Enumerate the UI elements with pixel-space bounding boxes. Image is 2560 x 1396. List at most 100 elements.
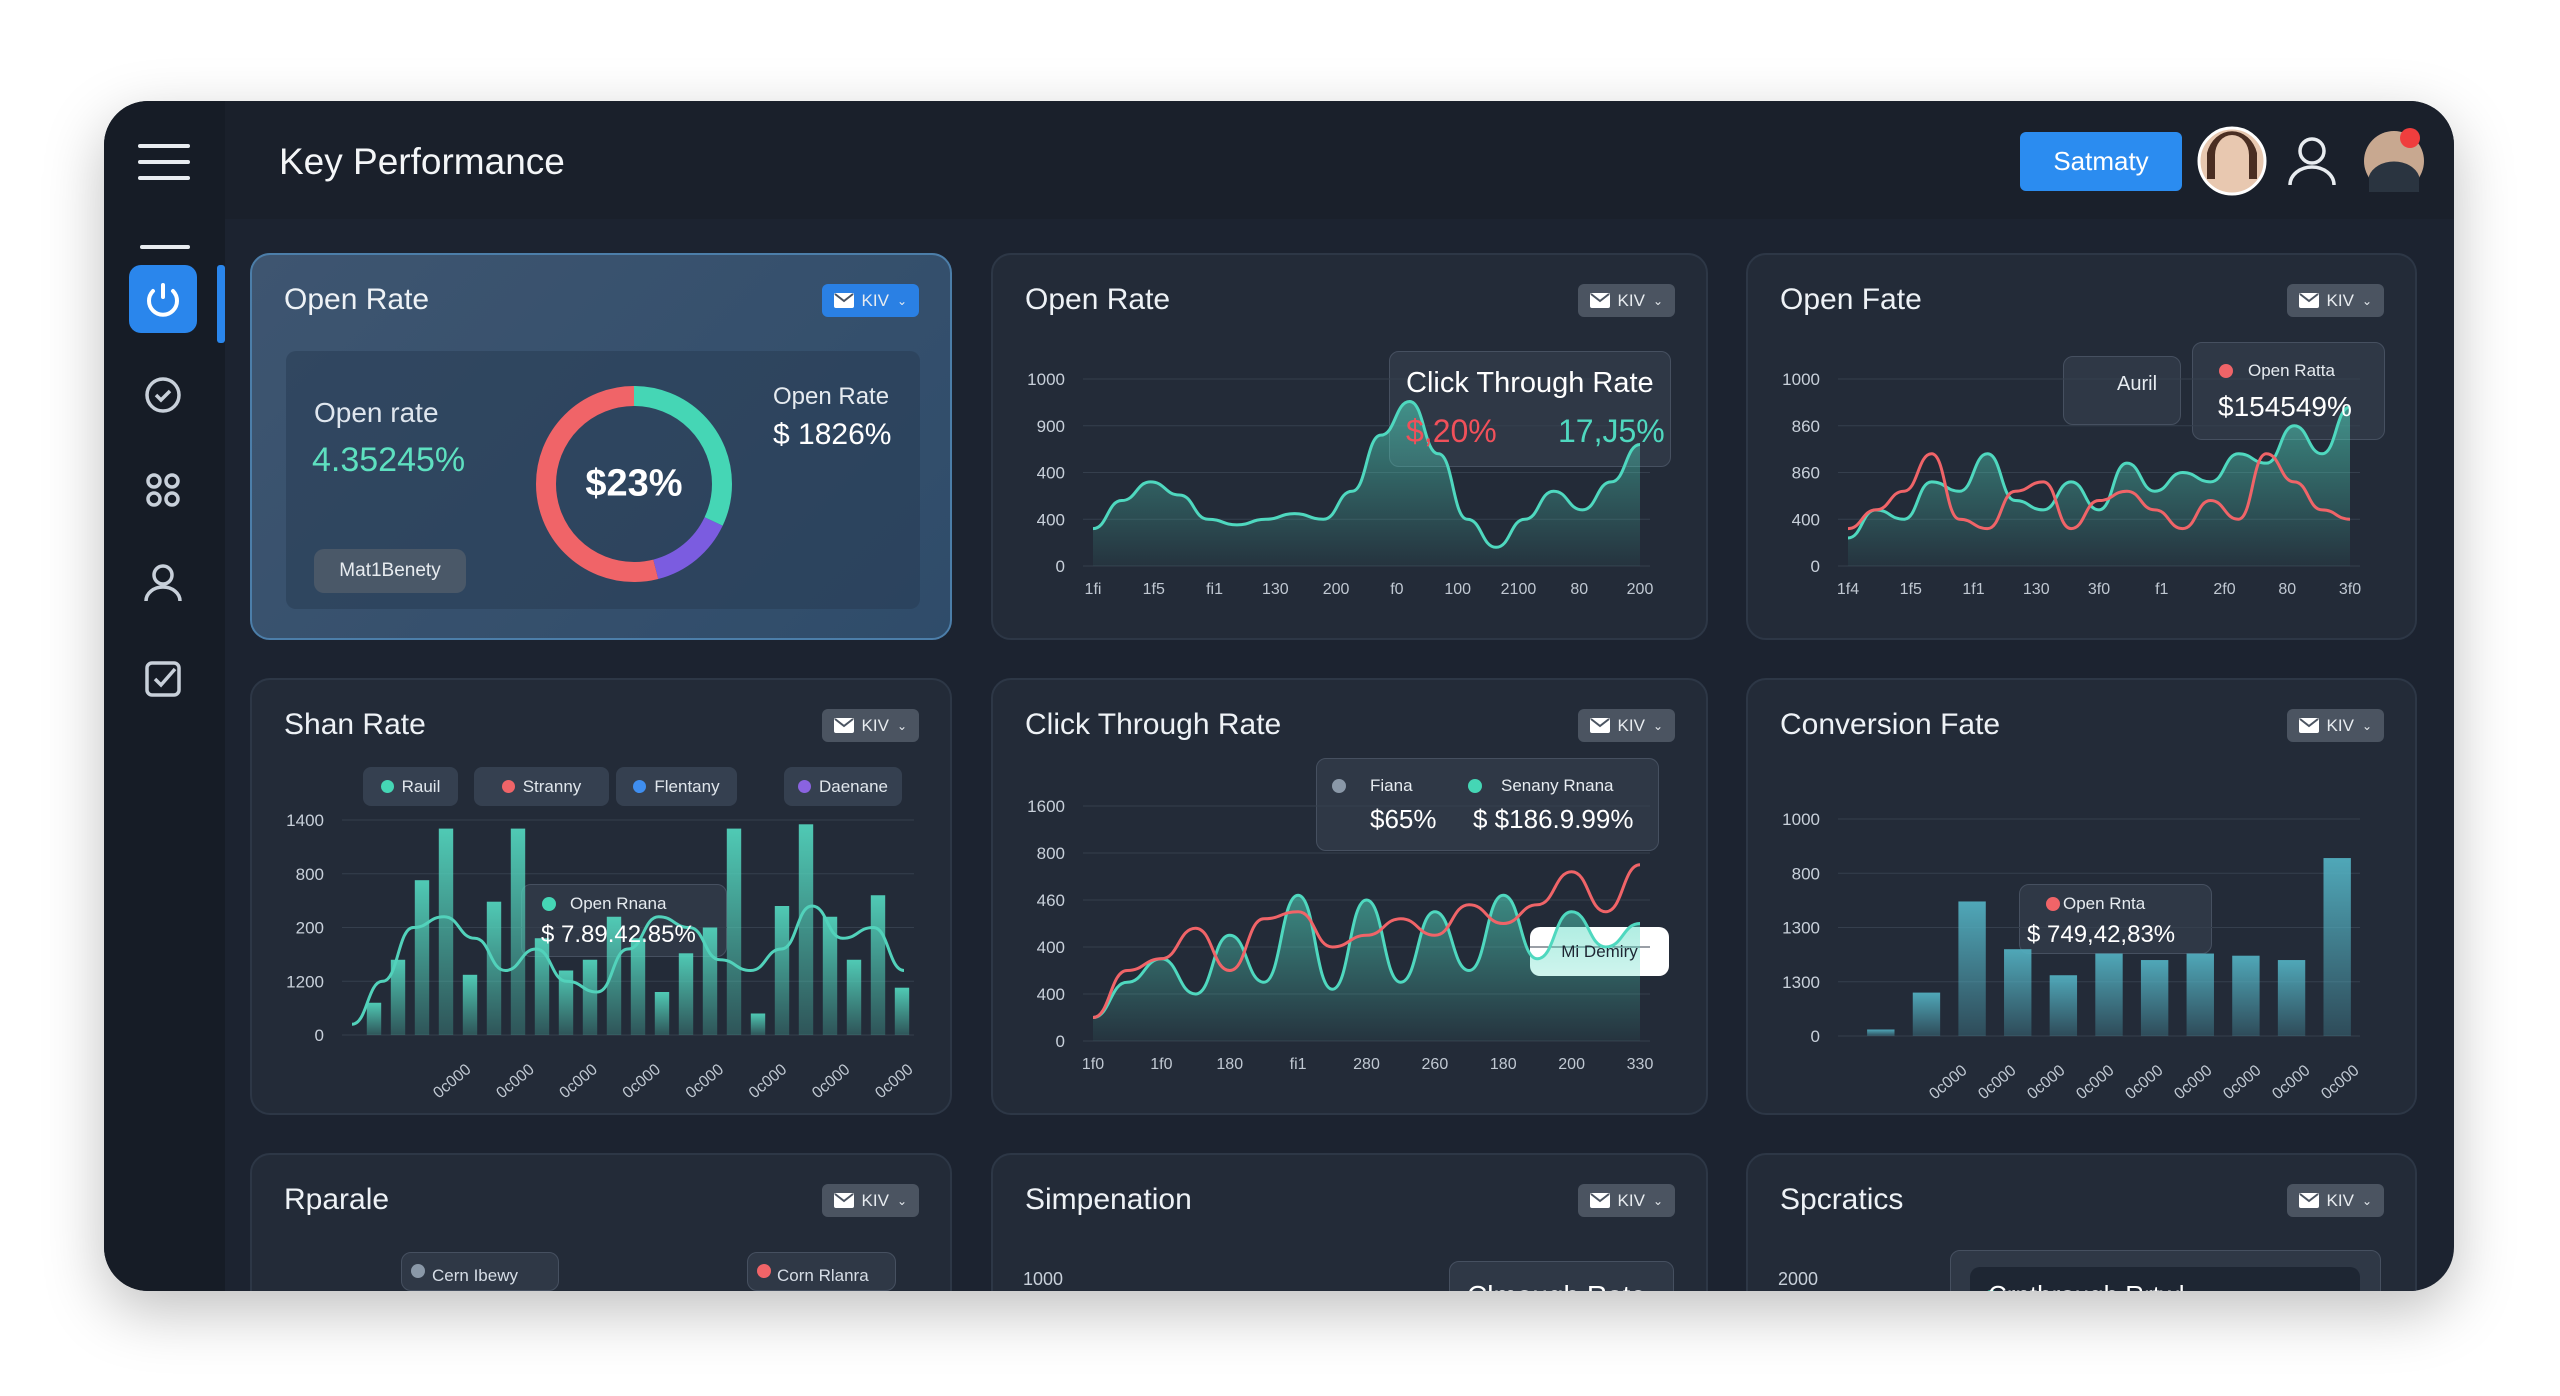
x-tick-label: 100 — [1444, 581, 1471, 598]
tooltip-box — [2192, 342, 2385, 440]
x-tick-label: fi1 — [1206, 581, 1223, 598]
icon-shape — [1589, 1193, 1610, 1203]
card-title: Shan Rate — [284, 708, 426, 741]
bar — [2277, 960, 2306, 1036]
mail-icon — [833, 718, 854, 733]
badge[interactable]: KIV ⌄ — [2286, 284, 2384, 317]
note: 2000 — [1778, 1269, 1819, 1289]
chevron: ⌄ — [1652, 1193, 1663, 1208]
x-tick-label: 260 — [1422, 1056, 1449, 1073]
x-tick-label: 2f0 — [2213, 581, 2235, 598]
y-tick-label: 1300 — [1782, 919, 1820, 938]
x-tick-label: 130 — [1262, 581, 1289, 598]
badge-label: KIV — [861, 715, 889, 735]
legend-item: Flentany — [616, 767, 737, 806]
nav-chat[interactable] — [145, 377, 181, 413]
badge-label: KIV — [2326, 290, 2354, 310]
legend-label: Flentany — [654, 776, 720, 796]
page-title: Key Performance — [279, 141, 565, 182]
card: Simpenation KIV ⌄ 1000 Clmough Rate — [991, 1153, 1708, 1291]
nav-tasks[interactable] — [145, 661, 181, 697]
bar — [630, 938, 646, 1035]
bar — [582, 959, 598, 1035]
bar — [870, 895, 886, 1035]
bar — [702, 927, 718, 1035]
badge[interactable]: KIV ⌄ — [821, 709, 919, 742]
x-tick-label: 2100 — [1501, 581, 1537, 598]
x-tick-label: 0c000 — [872, 1061, 916, 1102]
badge[interactable]: KIV ⌄ — [2286, 709, 2384, 742]
dot — [411, 1264, 425, 1278]
card-title: Conversion Fate — [1780, 708, 2001, 741]
legend-label: Rauil — [401, 776, 441, 796]
x-tick-label: 0c000 — [1926, 1062, 1970, 1103]
badge[interactable]: KIV ⌄ — [2286, 1184, 2384, 1217]
mail-icon — [833, 1193, 854, 1208]
legend-item: Rauil — [363, 767, 458, 806]
sidebar — [104, 101, 225, 1291]
area — [1093, 895, 1640, 1041]
icon-shape — [2298, 1193, 2319, 1203]
bar — [654, 992, 670, 1035]
x-tick-label: 180 — [1490, 1056, 1517, 1073]
badge-label: KIV — [861, 290, 889, 310]
badge[interactable]: KIV ⌄ — [1577, 1184, 1675, 1217]
note: Click Through Rate — [1406, 367, 1654, 399]
badge[interactable]: KIV ⌄ — [1577, 284, 1675, 317]
mail-icon — [2298, 1193, 2319, 1208]
y-tick-label: 400 — [1037, 938, 1065, 957]
bar — [2140, 960, 2169, 1036]
note: Mi Demiry — [1561, 941, 1638, 961]
chevron: ⌄ — [2361, 718, 2372, 733]
y-tick-label: 1200 — [286, 972, 324, 991]
x-tick-label: 200 — [1627, 581, 1654, 598]
note: Open Rate — [773, 383, 890, 410]
bar — [894, 987, 910, 1035]
y-tick-label: 1000 — [1782, 370, 1820, 389]
note: $ $186.9.99% — [1473, 804, 1634, 834]
x-tick-label: 0c000 — [2220, 1062, 2264, 1103]
area — [1848, 407, 2350, 566]
badge[interactable]: KIV ⌄ — [821, 1184, 919, 1217]
bar — [2095, 953, 2123, 1036]
dot — [1984, 1290, 1998, 1291]
menu-icon[interactable] — [104, 101, 225, 221]
icon-shape — [2298, 293, 2319, 303]
header-button[interactable]: Satmaty — [2020, 132, 2182, 191]
bar — [1958, 901, 1986, 1036]
x-tick-label: 280 — [1353, 1056, 1380, 1073]
chevron: ⌄ — [896, 293, 907, 308]
x-tick-label: 1f5 — [1143, 581, 1165, 598]
note: Open Ratta — [2248, 361, 2335, 380]
chevron: ⌄ — [1652, 718, 1663, 733]
badge[interactable]: KIV ⌄ — [821, 284, 919, 317]
mail-icon — [2298, 718, 2319, 733]
icon-shape — [2298, 718, 2319, 728]
tooltip-box — [1970, 1267, 2360, 1291]
chevron: ⌄ — [1652, 293, 1663, 308]
mail-icon — [833, 293, 854, 308]
badge[interactable]: KIV ⌄ — [1577, 709, 1675, 742]
y-tick-label: 1300 — [1782, 973, 1820, 992]
y-tick-label: 200 — [296, 919, 324, 938]
icon-shape — [1589, 293, 1610, 303]
note: $,20% — [1406, 413, 1497, 449]
x-tick-label: 330 — [1627, 1056, 1654, 1073]
user-icon[interactable] — [2288, 137, 2336, 186]
card: Open Rate KIV ⌄ 1000 900 400 400 0 1fi 1f5 fi1 130 2… — [991, 253, 1708, 640]
badge-label: KIV — [861, 1190, 889, 1210]
x-tick-label: f1 — [2155, 581, 2168, 598]
nav-grid[interactable] — [146, 473, 180, 507]
nav-user[interactable] — [144, 564, 182, 602]
note: $154549% — [2218, 391, 2352, 422]
legend-label: Daenane — [818, 776, 888, 796]
y-tick-label: 0 — [1056, 557, 1065, 576]
bar — [2186, 953, 2214, 1036]
dot — [1332, 779, 1346, 793]
y-tick-label: 1400 — [286, 811, 324, 830]
dashboard: Key Performance Satmaty Open Rate KIV ⌄ Ope… — [104, 101, 2454, 1291]
y-tick-label: 1600 — [1027, 797, 1065, 816]
chart: 1000 900 400 400 0 1fi 1f5 fi1 130 200 f0 100 2100 80… — [1027, 370, 1654, 598]
bar — [726, 828, 742, 1035]
